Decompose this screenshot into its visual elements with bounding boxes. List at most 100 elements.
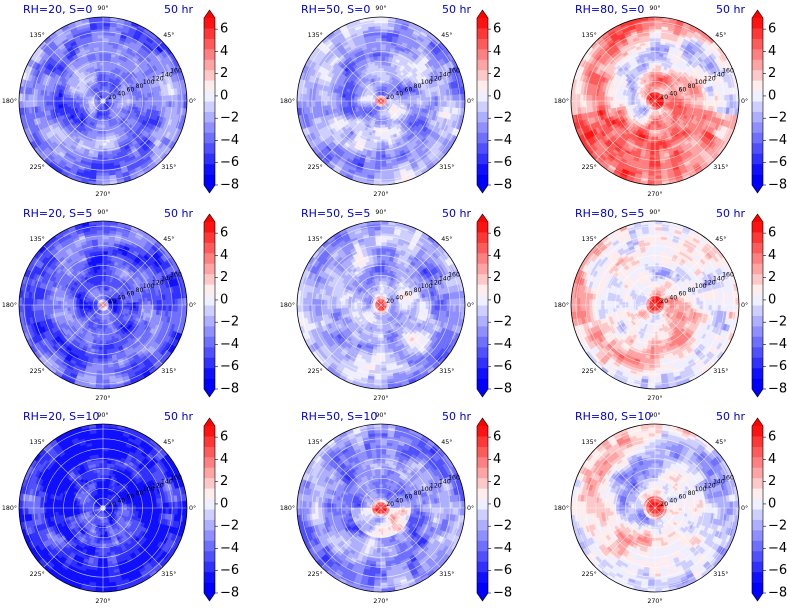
colorbar-tick-label: 4 [220, 44, 228, 59]
contour-cell [347, 97, 352, 102]
contour-cell [126, 100, 131, 104]
contour-cell [33, 100, 38, 108]
contour-cell [144, 96, 149, 102]
colorbar-level [204, 174, 215, 186]
colorbar-level [204, 59, 215, 71]
contour-cell [317, 95, 322, 102]
colorbar-level [477, 59, 488, 71]
contour-cell [102, 73, 106, 78]
radial-tick-label: 160 [448, 68, 460, 75]
contour-cell [455, 93, 460, 102]
colorbar-tick-label: 0 [493, 88, 501, 103]
contour-cell [410, 100, 415, 105]
colorbar-level [204, 143, 215, 154]
contour-cell [380, 52, 386, 57]
contour-cell [376, 145, 382, 150]
contour-cell [162, 100, 167, 107]
colorbar-tick-label: 0 [220, 88, 228, 103]
colorbar-tick-label: −2 [220, 111, 239, 126]
panel-time-label: 50 hr [164, 3, 193, 16]
colorbar-level [477, 164, 488, 175]
contour-cell [36, 95, 41, 102]
contour-cell [102, 163, 109, 168]
contour-cell [97, 160, 104, 165]
contour-cell [651, 64, 656, 69]
contour-cell [375, 43, 382, 48]
colorbar-level [204, 70, 215, 81]
contour-cell [335, 100, 340, 106]
contour-cell [27, 94, 32, 102]
contour-cell [156, 100, 161, 107]
colorbar-level [204, 28, 215, 40]
polar-panel: 2040608010012014016090°45°0°315°270°225°… [554, 3, 787, 198]
contour-cell [380, 43, 387, 48]
contour-cell [96, 172, 104, 177]
contour-cell [54, 100, 59, 106]
contour-cell [78, 98, 83, 102]
contour-cell [302, 93, 307, 102]
contour-cell [380, 37, 387, 42]
contour-cell [374, 25, 382, 30]
contour-cell [377, 130, 382, 135]
contour-cell [153, 100, 158, 106]
contour-cell [376, 55, 382, 60]
contour-cell [621, 100, 626, 105]
contour-cell [98, 52, 104, 57]
colorbar-level [477, 91, 488, 102]
contour-cell [380, 130, 385, 135]
contour-cell [353, 98, 358, 102]
contour-cell [45, 100, 50, 107]
contour-cell [654, 64, 659, 69]
contour-cell [434, 95, 439, 102]
contour-cell [177, 93, 182, 102]
contour-cell [95, 175, 104, 180]
contour-cell [102, 46, 108, 51]
contour-cell [96, 31, 104, 36]
colorbar-level [477, 132, 488, 144]
colorbar-level [477, 111, 488, 123]
contour-cell [621, 97, 626, 102]
contour-cell [376, 142, 382, 147]
contour-cell [375, 154, 382, 159]
contour-cell [375, 163, 382, 168]
contour-cell [66, 97, 71, 102]
colorbar-extend-min [477, 185, 488, 193]
contour-cell [156, 95, 161, 102]
contour-cell [323, 95, 328, 102]
contour-cell [455, 100, 460, 109]
contour-cell [651, 67, 656, 72]
contour-cell [102, 76, 106, 81]
angle-tick-label: 135° [30, 31, 45, 39]
contour-cell [630, 98, 635, 102]
colorbar-level [477, 122, 488, 134]
contour-cell [99, 130, 104, 135]
contour-cell [27, 100, 32, 108]
contour-cell [317, 100, 322, 107]
contour-cell [39, 95, 44, 102]
contour-cell [332, 100, 337, 106]
contour-cell [132, 97, 137, 102]
contour-cell [69, 97, 74, 102]
contour-cell [422, 96, 427, 102]
contour-cell [440, 100, 445, 107]
colorbar-level [477, 28, 488, 40]
radial-tick-label: 160 [170, 68, 182, 75]
contour-cell [183, 100, 187, 109]
contour-cell [443, 100, 448, 107]
contour-cell [416, 100, 421, 105]
contour-cell [376, 151, 382, 156]
contour-cell [102, 133, 107, 138]
contour-cell [99, 64, 104, 69]
contour-cell [96, 25, 104, 30]
contour-cell [305, 94, 310, 102]
contour-cell [380, 61, 385, 66]
panel-title: RH=50, S=0 [301, 3, 370, 16]
radial-tick-label: 80 [136, 83, 144, 90]
contour-cell [98, 145, 104, 150]
contour-cell [123, 100, 128, 104]
contour-cell [95, 22, 104, 27]
contour-cell [380, 145, 386, 150]
contour-cell [654, 76, 658, 81]
contour-cell [380, 163, 387, 168]
